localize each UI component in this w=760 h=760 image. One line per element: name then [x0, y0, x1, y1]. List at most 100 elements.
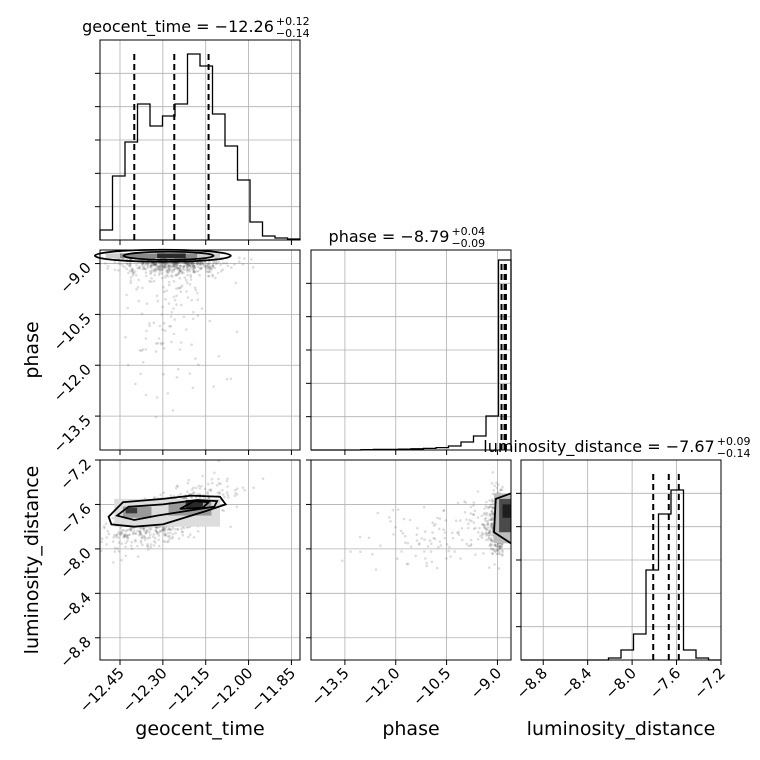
sample-point [161, 305, 164, 309]
sample-point [145, 329, 148, 333]
sample-point [405, 562, 409, 566]
sample-point [130, 267, 134, 271]
sample-point [489, 547, 493, 550]
sample-point [168, 264, 172, 267]
sample-point [186, 273, 189, 277]
sample-point [457, 530, 460, 534]
sample-point [219, 263, 222, 267]
sample-point [489, 533, 492, 536]
sample-point [129, 281, 132, 285]
x-tick-label: −10.5 [409, 664, 454, 709]
sample-point [146, 543, 149, 546]
sample-point [128, 263, 132, 267]
sample-point [176, 485, 180, 488]
sample-point [192, 270, 195, 273]
sample-point [483, 507, 486, 510]
title-median: −7.67 [666, 437, 715, 456]
sample-point [186, 261, 189, 265]
sample-point [187, 535, 190, 539]
sample-point [160, 268, 163, 272]
sample-point [492, 489, 496, 492]
sample-point [490, 552, 494, 555]
sample-point [208, 265, 212, 268]
sample-point [191, 267, 195, 271]
sample-point [216, 271, 220, 275]
sample-point [197, 363, 200, 367]
sample-point [167, 271, 170, 274]
sample-point [229, 525, 232, 529]
sample-point [186, 261, 189, 265]
sample-point [497, 550, 501, 553]
sample-point [163, 526, 167, 529]
sample-point [489, 539, 493, 542]
sample-point [178, 269, 181, 273]
sample-point [174, 262, 178, 266]
sample-point [426, 545, 430, 548]
sample-point [234, 281, 238, 285]
panel-title-phase: phase = −8.79 [329, 227, 450, 246]
sample-point [489, 538, 493, 542]
sample-point [168, 528, 172, 532]
density-cell [157, 253, 186, 259]
sample-point [185, 265, 189, 268]
sample-point [125, 267, 129, 271]
sample-point [491, 552, 495, 556]
sample-point [202, 263, 206, 267]
sample-point [425, 564, 429, 568]
sample-point [406, 541, 410, 545]
sample-point [489, 543, 492, 547]
sample-point [404, 541, 407, 544]
sample-point [200, 266, 204, 269]
sample-point [399, 529, 403, 533]
sample-point [144, 267, 147, 271]
sample-point [118, 532, 121, 536]
sample-point [243, 257, 246, 260]
sample-point [186, 263, 190, 266]
sample-point [490, 499, 494, 503]
sample-point [487, 538, 490, 541]
sample-point [449, 555, 452, 558]
sample-point [162, 372, 165, 376]
sample-point [157, 273, 161, 277]
sample-point [149, 265, 152, 268]
sample-point [185, 262, 188, 265]
sample-point [491, 533, 494, 537]
sample-point [167, 263, 171, 267]
x-tick-label: −7.2 [690, 664, 728, 702]
sample-point [169, 315, 173, 318]
sample-point [178, 267, 181, 271]
sample-point [185, 266, 189, 270]
sample-point [162, 341, 165, 345]
sample-point [160, 272, 164, 275]
x-tick-label: −12.30 [119, 664, 171, 716]
sample-point [179, 290, 183, 294]
sample-point [129, 279, 133, 282]
sample-point [201, 474, 204, 478]
x-tick-label: −8.4 [557, 664, 595, 702]
sample-point [165, 268, 169, 272]
sample-point [117, 262, 120, 265]
sample-point [174, 486, 178, 490]
title-upper-error: +0.09 [717, 435, 751, 448]
sample-point [186, 296, 190, 299]
sample-point [491, 524, 494, 527]
sample-point [196, 298, 200, 302]
sample-point [200, 262, 203, 266]
sample-point [185, 490, 189, 494]
sample-point [143, 267, 147, 271]
sample-point [486, 523, 489, 527]
sample-point [144, 271, 148, 274]
sample-point [154, 528, 157, 532]
sample-point [495, 548, 499, 552]
sample-point [464, 501, 468, 504]
y-tick-label: −8.4 [56, 588, 94, 626]
sample-point [124, 554, 128, 558]
sample-point [145, 302, 149, 305]
sample-point [437, 545, 440, 549]
sample-point [126, 536, 129, 539]
title-median: −8.79 [400, 227, 449, 246]
sample-point [102, 525, 106, 528]
sample-point [489, 503, 492, 507]
sample-point [186, 265, 190, 269]
sample-point [163, 263, 167, 267]
